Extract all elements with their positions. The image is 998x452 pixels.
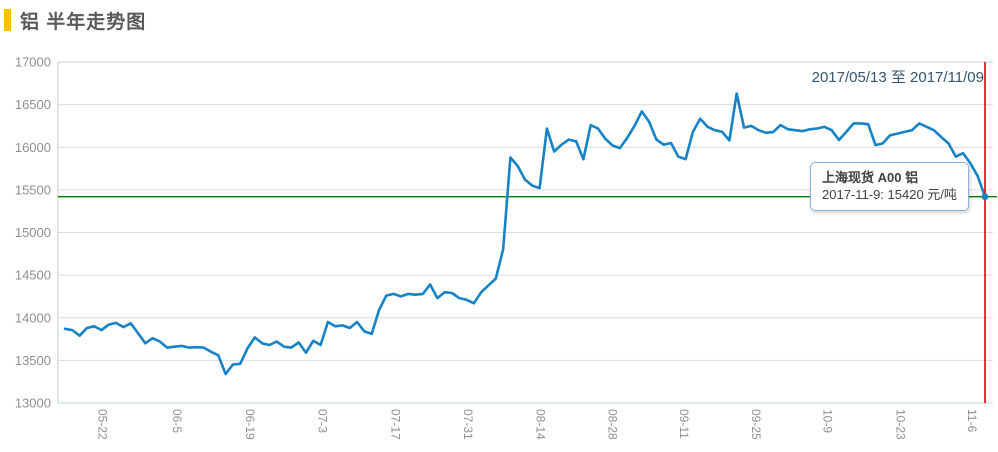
y-tick-label: 15000 [15,225,51,240]
x-tick-label: 09-25 [749,409,763,440]
x-tick-label: 09-11 [677,409,691,439]
tooltip-value: 2017-11-9: 15420 元/吨 [822,187,957,202]
y-tick-label: 16500 [15,97,51,112]
price-line-series[interactable] [63,92,987,376]
hover-tooltip: 上海现货 A00 铝 2017-11-9: 15420 元/吨 [810,162,969,211]
y-tick-label: 17000 [15,55,51,70]
x-tick-label: 06-5 [170,409,184,433]
chart-header: 铝 半年走势图 [4,7,146,33]
x-tick-label: 07-31 [461,409,475,440]
x-tick-label: 07-3 [316,409,330,433]
y-tick-label: 13500 [15,353,51,368]
x-tick-label: 08-14 [534,409,548,440]
x-tick-label: 11-6 [965,409,979,432]
date-range-label: 2017/05/13 至 2017/11/09 [811,69,984,86]
y-tick-label: 16000 [15,140,51,155]
page-title: 铝 半年走势图 [20,11,147,33]
title-accent-bar [4,9,11,31]
x-tick-label: 10-9 [821,409,835,433]
last-point-marker[interactable] [981,193,989,201]
tooltip-series-name: 上海现货 A00 铝 [822,170,919,185]
x-tick-label: 05-22 [96,409,110,440]
y-tick-label: 14500 [15,268,51,283]
y-tick-label: 13000 [15,396,51,411]
y-tick-label: 14000 [15,310,51,325]
x-tick-label: 08-28 [605,409,619,440]
x-tick-label: 10-23 [893,409,907,440]
x-tick-label: 07-17 [388,409,402,440]
x-tick-label: 06-19 [243,409,257,440]
y-tick-label: 15500 [15,182,51,197]
